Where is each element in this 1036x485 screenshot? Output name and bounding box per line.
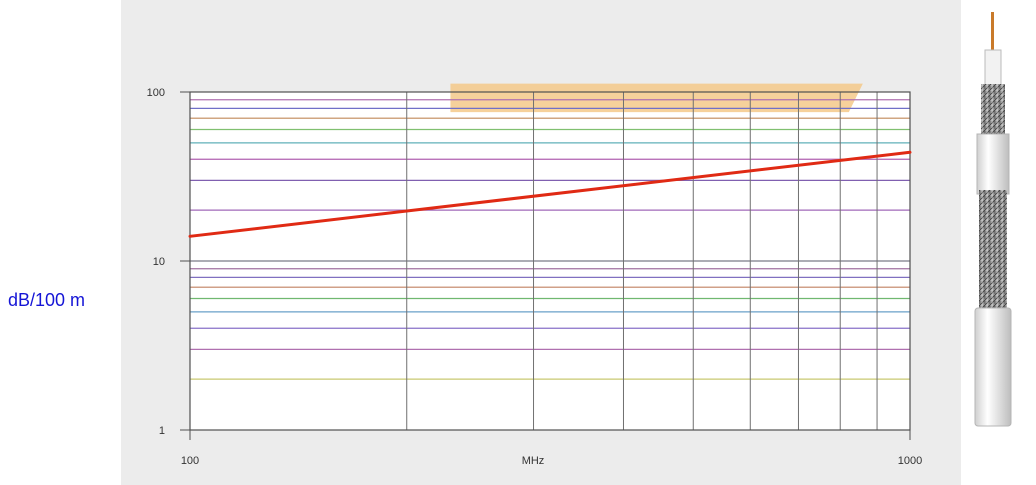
y-axis-unit-label: dB/100 m — [8, 290, 86, 310]
highlight-band — [450, 83, 863, 113]
cable-outer-jacket — [974, 307, 1012, 427]
x-tick-label: 100 — [181, 455, 199, 467]
cable-core — [991, 12, 994, 52]
coaxial-cable-image — [974, 12, 1012, 427]
y-tick-label: 100 — [147, 87, 165, 99]
y-tick-label: 1 — [159, 425, 165, 437]
cable-jacket-ring — [976, 133, 1010, 195]
x-tick-label: 1000 — [898, 455, 922, 467]
cable-foil — [981, 84, 1005, 139]
y-tick-label: 10 — [153, 256, 165, 268]
cable-braid — [979, 190, 1007, 312]
x-axis-label: MHz — [522, 455, 545, 467]
attenuation-line — [188, 150, 912, 238]
cable-dielectric — [984, 49, 1002, 89]
